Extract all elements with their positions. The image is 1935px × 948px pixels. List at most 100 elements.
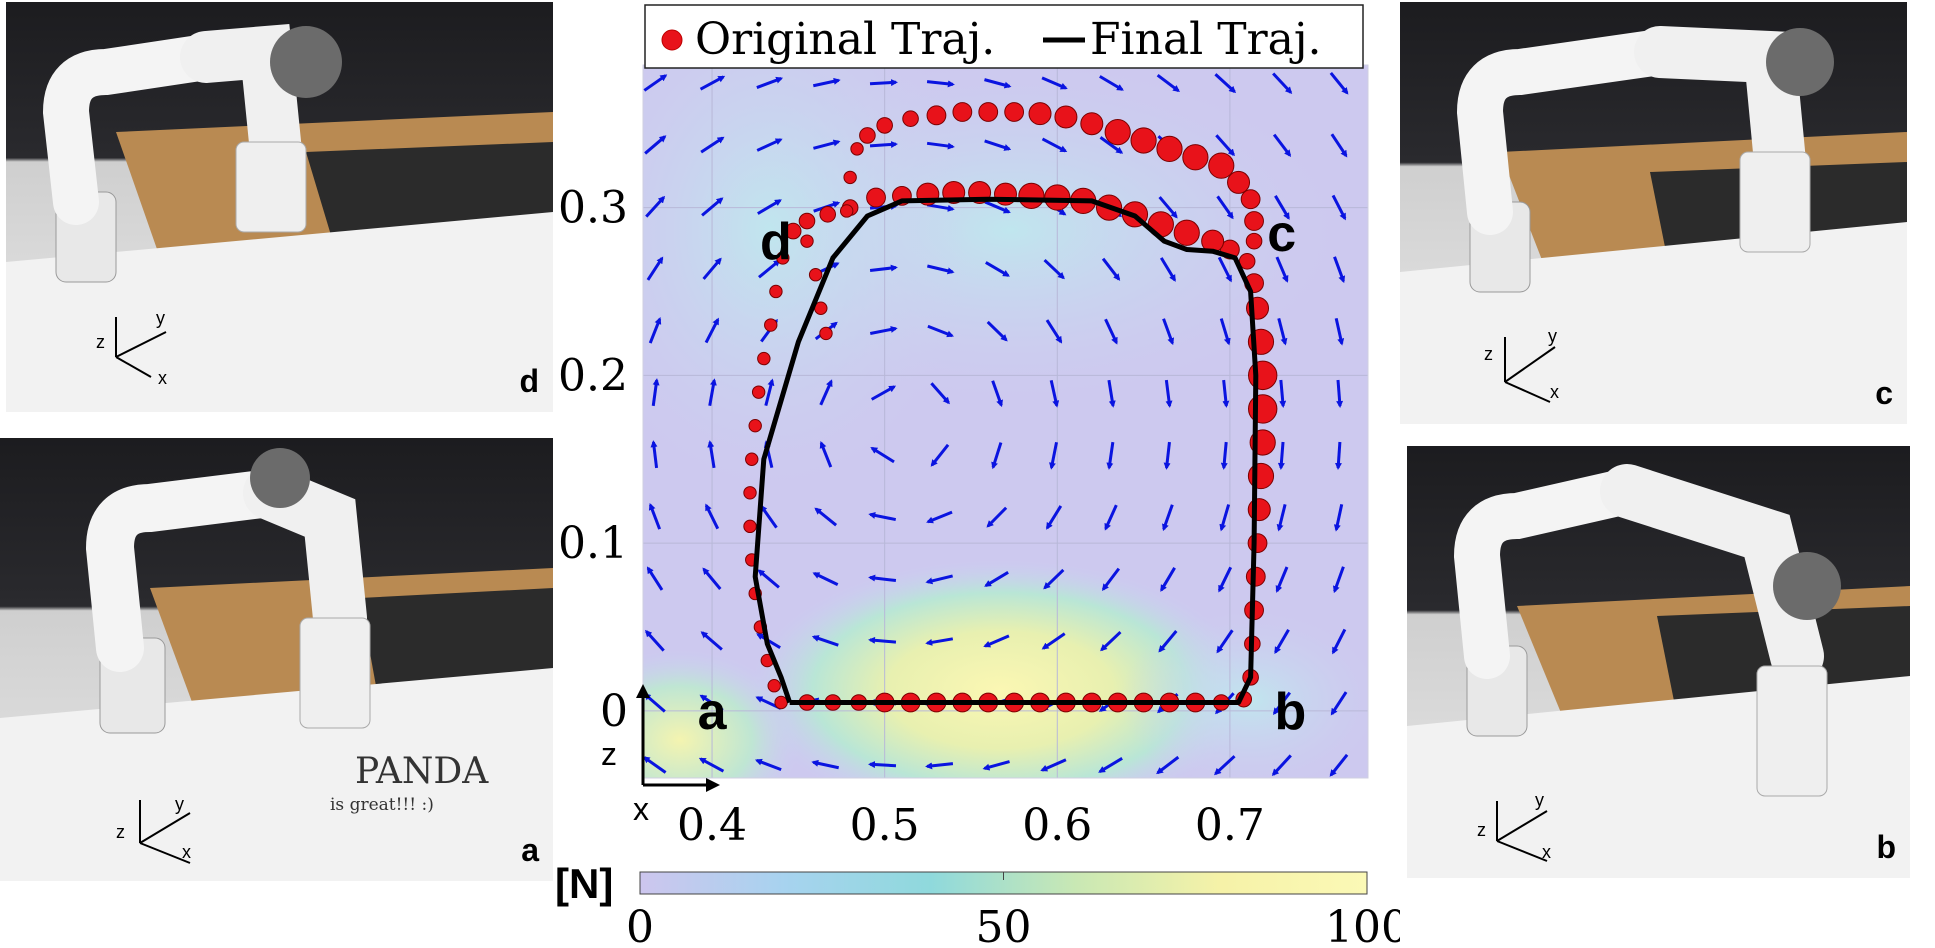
- original-traj-point: [1156, 135, 1183, 162]
- force-arrow: [1098, 757, 1123, 773]
- force-arrow: [868, 761, 897, 769]
- original-traj-point: [1044, 184, 1071, 211]
- robot-arm-illustration: z y x: [1407, 464, 1910, 878]
- force-arrow: [985, 261, 1010, 277]
- x-tick-label: 0.5: [850, 800, 920, 851]
- force-arrow: [869, 140, 898, 148]
- force-arrow: [646, 256, 664, 281]
- legend: Original Traj. Final Traj.: [644, 4, 1364, 69]
- original-traj-point: [1054, 105, 1078, 129]
- force-arrow: [643, 756, 667, 774]
- original-traj-point: [774, 695, 788, 710]
- force-arrow: [991, 380, 1003, 408]
- force-arrow: [760, 504, 778, 529]
- original-traj-point: [808, 268, 823, 282]
- original-traj-point: [1028, 102, 1052, 126]
- original-traj-point: [743, 486, 757, 500]
- force-arrow: [926, 510, 953, 524]
- force-arrow: [646, 566, 664, 591]
- force-arrow: [1043, 258, 1065, 280]
- triad-z-label: z: [116, 822, 125, 842]
- force-arrow: [1214, 73, 1237, 94]
- force-arrow: [1213, 755, 1236, 776]
- force-arrow: [700, 631, 723, 651]
- force-arrow: [869, 326, 898, 335]
- force-arrow: [1274, 629, 1290, 654]
- force-arrow: [1275, 256, 1289, 283]
- force-arrow: [1158, 630, 1178, 653]
- force-arrow: [868, 511, 897, 522]
- force-arrow: [1329, 753, 1349, 777]
- force-arrow: [1275, 566, 1289, 593]
- colorbar-tick-label: 0: [626, 902, 654, 948]
- photo-panel-a: PANDA is great!!! :) z y x a: [0, 438, 553, 881]
- original-traj-point: [1248, 394, 1278, 424]
- force-arrow: [986, 320, 1008, 342]
- force-arrow: [1162, 318, 1175, 346]
- force-arrow: [644, 629, 665, 652]
- heatmap-background: [643, 65, 1368, 778]
- original-traj-point: [784, 222, 802, 240]
- original-traj-point: [1247, 462, 1275, 490]
- force-arrow: [925, 637, 954, 646]
- force-arrow: [1334, 441, 1342, 470]
- force-arrow: [814, 507, 838, 527]
- force-arrow: [704, 503, 720, 530]
- force-arrow: [1049, 379, 1060, 408]
- whiteboard-writing-2: is great!!! :): [330, 795, 434, 815]
- final-trajectory-line: [752, 196, 1259, 705]
- legend-label-final: Final Traj.: [1090, 14, 1321, 65]
- original-traj-point: [1130, 127, 1157, 154]
- original-traj-point: [1208, 152, 1235, 179]
- axis-ticks: 0.4 0.5 0.6 0.7 0 0.1 0.2 0.3: [558, 183, 1265, 851]
- legend-marker-original: [661, 29, 683, 51]
- force-arrow: [869, 264, 898, 273]
- force-arrow: [648, 317, 662, 344]
- original-traj-point: [1004, 102, 1025, 122]
- force-arrow: [1215, 134, 1235, 157]
- force-arrow: [645, 195, 666, 218]
- original-traj-point: [859, 127, 876, 144]
- original-traj-point: [902, 110, 919, 127]
- original-traj-point: [1182, 144, 1209, 171]
- force-arrow: [1159, 257, 1177, 282]
- original-traj-point: [843, 170, 857, 185]
- force-arrow: [1158, 196, 1178, 219]
- original-traj-point: [819, 206, 837, 223]
- trajectory-point-label: a: [698, 683, 728, 741]
- original-traj-point: [1244, 211, 1264, 231]
- axis-indicator-z: z: [601, 736, 617, 772]
- original-traj-point: [850, 142, 864, 156]
- force-arrow: [1219, 504, 1231, 532]
- panel-label-a: a: [521, 832, 539, 868]
- original-traj-point: [876, 117, 893, 134]
- force-arrow: [1107, 379, 1116, 408]
- force-arrow: [1043, 568, 1065, 590]
- force-arrow: [1106, 441, 1115, 470]
- force-arrow: [698, 757, 725, 773]
- force-arrow: [811, 635, 839, 647]
- force-arrow: [986, 506, 1008, 528]
- x-tick-label: 0.6: [1022, 800, 1092, 851]
- original-traj-point: [978, 102, 999, 122]
- force-arrow: [757, 199, 782, 215]
- force-arrow: [1331, 628, 1347, 655]
- force-arrow: [983, 634, 1010, 648]
- force-arrow: [1160, 567, 1176, 592]
- photo-panel-d: z y x d: [6, 2, 553, 412]
- force-arrow: [701, 197, 724, 217]
- force-arrow: [702, 567, 722, 590]
- x-tick-label: 0.7: [1195, 800, 1265, 851]
- force-arrow: [648, 502, 662, 530]
- force-arrow: [1274, 195, 1290, 220]
- force-arrow: [707, 440, 716, 469]
- photo-panel-b: z y x b: [1407, 446, 1910, 878]
- triad-x-label: x: [182, 842, 191, 862]
- colorbar-unit-label: [N]: [555, 860, 613, 907]
- triad-x-label: x: [1542, 842, 1551, 862]
- force-arrow: [819, 441, 833, 468]
- force-arrow: [925, 762, 954, 770]
- original-traj-point: [757, 351, 771, 366]
- original-traj-point: [952, 102, 973, 122]
- original-traj-point: [798, 212, 816, 230]
